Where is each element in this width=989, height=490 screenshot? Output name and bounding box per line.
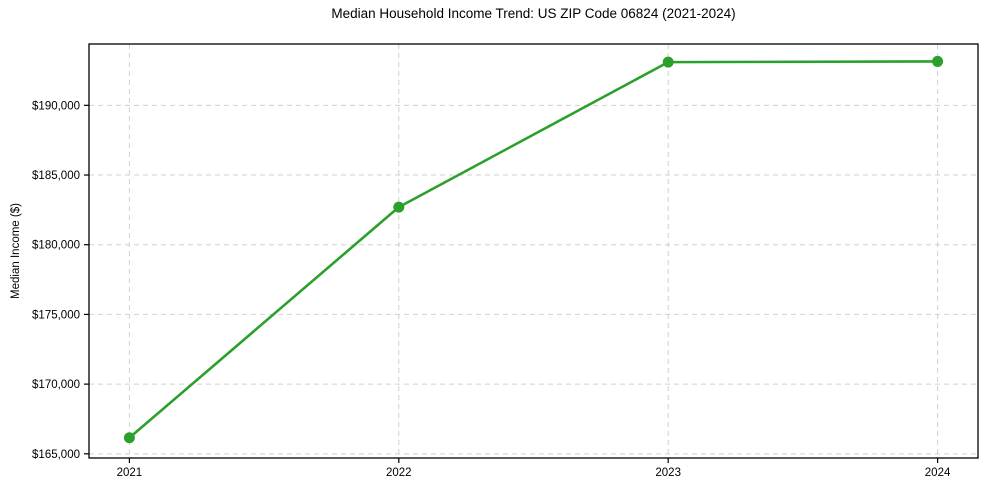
y-tick-label: $175,000 xyxy=(32,309,80,321)
x-tick-label: 2022 xyxy=(386,467,412,479)
y-tick-label: $170,000 xyxy=(32,379,80,391)
y-tick-label: $190,000 xyxy=(32,100,80,112)
plot-border xyxy=(88,43,979,459)
data-point-2022 xyxy=(393,201,405,213)
chart-title: Median Household Income Trend: US ZIP Co… xyxy=(331,6,736,21)
y-tick-label: $185,000 xyxy=(32,170,80,182)
x-tick-label: 2024 xyxy=(925,467,951,479)
y-tick-label: $165,000 xyxy=(32,449,80,461)
trend-line xyxy=(128,60,939,440)
data-point-2021 xyxy=(123,432,135,444)
x-tick-label: 2023 xyxy=(655,467,681,479)
data-point-2024 xyxy=(932,55,944,67)
y-tick-label: $180,000 xyxy=(32,240,80,252)
x-tick-label: 2021 xyxy=(117,467,143,479)
data-point-2023 xyxy=(662,56,674,68)
